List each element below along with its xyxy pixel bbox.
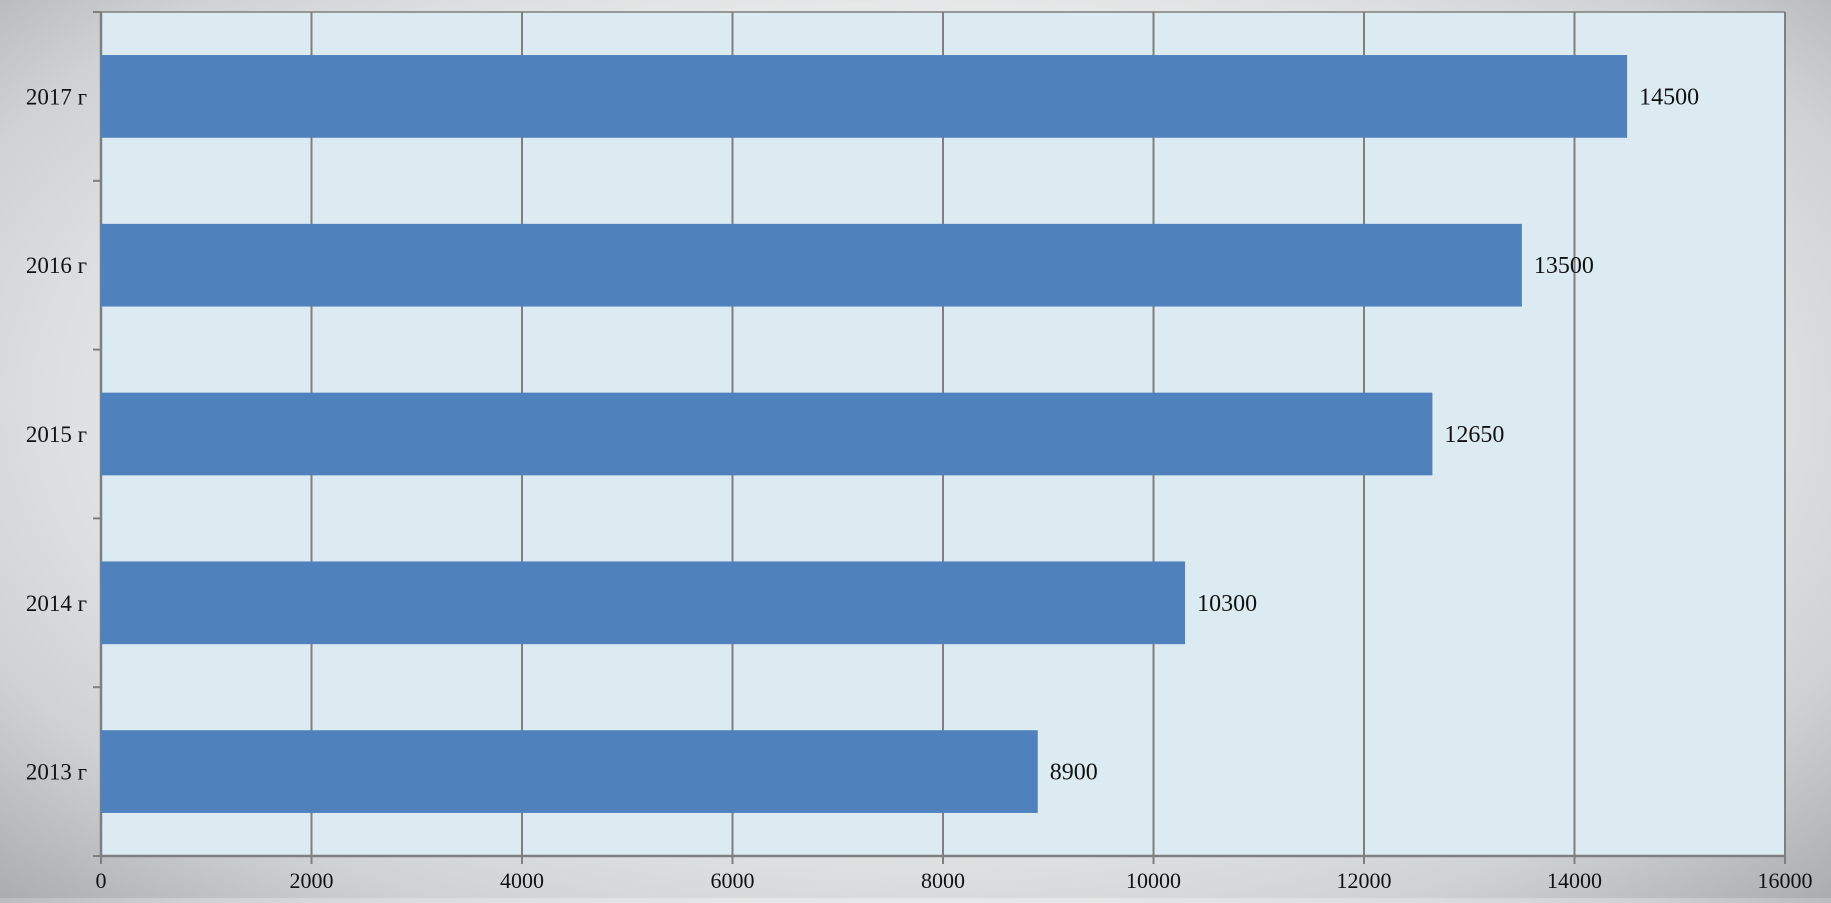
x-tick-label: 12000 bbox=[1337, 868, 1392, 893]
x-tick-label: 0 bbox=[96, 868, 107, 893]
bar-2013-г bbox=[101, 730, 1038, 813]
x-tick-labels: 0 2000 4000 6000 8000 10000 12000 14000 16000 bbox=[96, 868, 1813, 893]
data-label: 14500 bbox=[1639, 84, 1699, 110]
x-tick-label: 10000 bbox=[1126, 868, 1181, 893]
y-tick-labels: 2013 г 2014 г 2015 г 2016 г 2017 г bbox=[26, 84, 87, 784]
y-tick-label: 2016 г bbox=[26, 253, 87, 278]
data-label: 8900 bbox=[1050, 760, 1098, 786]
bar-2016-г bbox=[101, 223, 1522, 307]
x-tick-label: 4000 bbox=[500, 868, 544, 893]
y-tick-label: 2015 г bbox=[26, 422, 87, 447]
x-tick-label: 16000 bbox=[1758, 868, 1813, 893]
data-label: 10300 bbox=[1197, 591, 1257, 617]
x-tick-label: 2000 bbox=[290, 868, 334, 893]
bar-2017-г bbox=[101, 55, 1628, 138]
bar-2014-г bbox=[101, 561, 1186, 645]
x-tick-label: 6000 bbox=[711, 868, 755, 893]
bar-2015-г bbox=[101, 392, 1433, 476]
y-tick-label: 2017 г bbox=[26, 84, 87, 109]
x-tick-label: 8000 bbox=[921, 868, 965, 893]
bars bbox=[101, 55, 1628, 813]
y-tick-label: 2014 г bbox=[26, 591, 87, 616]
data-label: 13500 bbox=[1534, 253, 1594, 279]
data-labels: 8900 10300 12650 13500 14500 bbox=[1050, 84, 1699, 785]
y-tick-label: 2013 г bbox=[26, 760, 87, 785]
x-tick-label: 14000 bbox=[1547, 868, 1602, 893]
data-label: 12650 bbox=[1444, 422, 1504, 448]
